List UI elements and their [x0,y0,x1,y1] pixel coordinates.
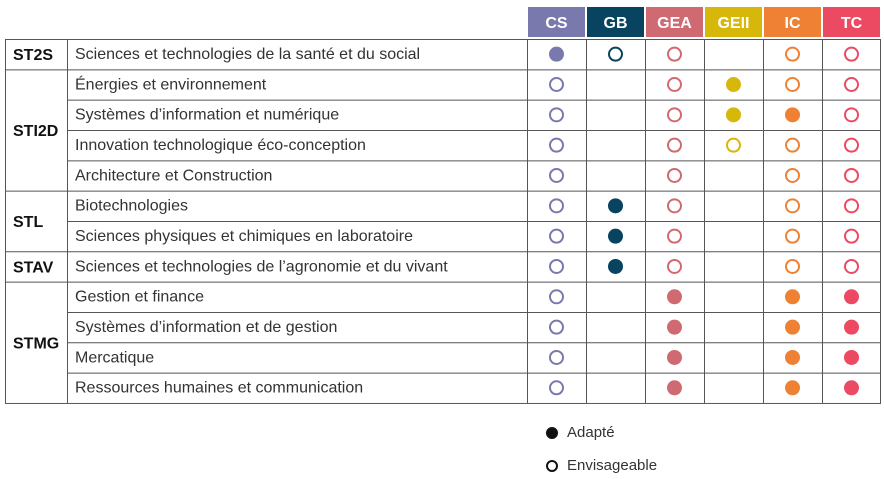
open-circle-icon [608,46,623,62]
filled-circle-icon [608,198,623,214]
column-header-cs: CS [545,15,568,32]
open-circle-icon [844,137,859,153]
open-circle-icon [667,137,682,153]
open-circle-icon [844,198,859,214]
filled-circle-icon [546,426,558,439]
filled-circle-icon [726,107,741,123]
open-circle-icon [667,167,682,183]
filled-circle-icon [667,349,682,365]
open-circle-icon [549,198,564,214]
row-label: Architecture et Construction [75,167,272,184]
open-circle-icon [667,107,682,123]
row-label: Mercatique [75,349,154,366]
row-label: Systèmes d’information et de gestion [75,319,337,336]
legend-envisageable-label: Envisageable [567,457,658,474]
column-header-geii: GEII [717,15,749,32]
column-header-tc: TC [841,15,863,32]
filled-circle-icon [785,380,800,396]
filled-circle-icon [549,46,564,62]
open-circle-icon [549,228,564,244]
open-circle-icon [844,228,859,244]
row-label: Ressources humaines et communication [75,380,363,397]
open-circle-icon [844,107,859,123]
legend-adapte-label: Adapté [567,424,615,441]
legend-adapte: Adapté [546,424,615,441]
open-circle-icon [844,46,859,62]
row-label: Biotechnologies [75,198,188,215]
row-label: Énergies et environnement [75,74,267,93]
open-circle-icon [844,167,859,183]
filled-circle-icon [667,319,682,335]
open-circle-icon [667,228,682,244]
filled-circle-icon [844,319,859,335]
open-circle-icon [667,198,682,214]
filled-circle-icon [608,258,623,274]
open-circle-icon [785,46,800,62]
filled-circle-icon [667,380,682,396]
open-circle-icon [549,107,564,123]
open-circle-icon [549,137,564,153]
open-circle-icon [785,198,800,214]
open-circle-icon [785,228,800,244]
open-circle-icon [785,137,800,153]
column-header-tc-bg [823,7,880,37]
open-circle-icon [549,258,564,274]
open-circle-icon [785,167,800,183]
orientation-table: CS GB GEA GEII IC TC ST2S Sciences et technolog… [5,7,881,404]
filled-circle-icon [608,228,623,244]
column-header-cs-bg [528,7,585,37]
row-label: Sciences physiques et chimiques en labor… [75,228,413,245]
group-label-st2s: ST2S [13,47,53,64]
open-circle-icon [667,76,682,92]
group-label-sti2d: STI2D [13,123,58,140]
open-circle-icon [549,167,564,183]
open-circle-icon [549,380,564,396]
open-circle-icon [667,258,682,274]
open-circle-icon [785,76,800,92]
row-label: Gestion et finance [75,289,204,306]
column-header-gea: GEA [657,15,692,32]
group-label-stmg: STMG [13,335,59,352]
column-header-ic: IC [785,15,801,32]
open-circle-icon [726,137,741,153]
open-circle-icon [844,76,859,92]
filled-circle-icon [785,319,800,335]
column-header-gb-bg [587,7,644,37]
open-circle-icon [844,258,859,274]
legend-envisageable: Envisageable [546,457,657,474]
row-label: Sciences et technologies de l’agronomie … [75,258,448,275]
filled-circle-icon [785,289,800,305]
column-header-ic-bg [764,7,821,37]
filled-circle-icon [844,380,859,396]
filled-circle-icon [785,349,800,365]
filled-circle-icon [785,107,800,123]
filled-circle-icon [726,76,741,92]
filled-circle-icon [844,289,859,305]
row-label: Innovation technologique éco-conception [75,137,366,154]
group-label-stav: STAV [13,259,54,276]
column-header-geii-bg [705,7,762,37]
open-circle-icon [667,46,682,62]
open-circle-icon [549,349,564,365]
filled-circle-icon [667,289,682,305]
group-label-stl: STL [13,214,43,231]
column-header-gb: GB [604,15,628,32]
open-circle-icon [549,319,564,335]
row-label: Systèmes d’information et numérique [75,107,339,124]
filled-circle-icon [844,349,859,365]
row-label: Sciences et technologies de la santé et … [75,46,420,63]
open-circle-icon [549,289,564,305]
open-circle-icon [785,258,800,274]
open-circle-icon [549,76,564,92]
column-header-gea-bg [646,7,703,37]
open-circle-icon [546,459,558,472]
